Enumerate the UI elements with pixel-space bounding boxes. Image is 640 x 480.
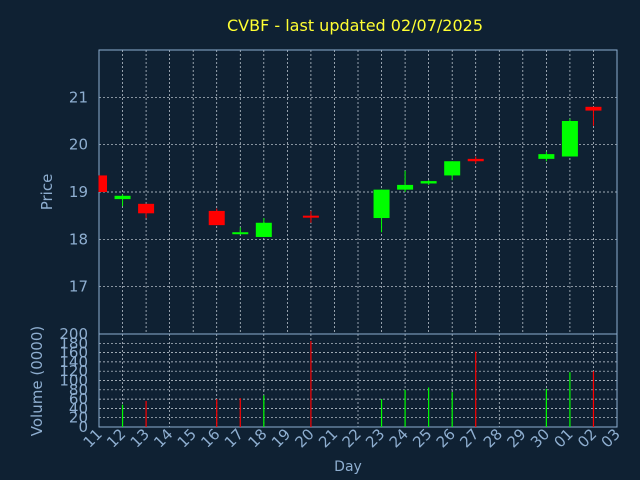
price-axis-label: Price [38, 174, 56, 211]
candle [138, 203, 155, 219]
candle-body [232, 232, 249, 235]
candle [467, 156, 484, 164]
price-tick-label: 18 [69, 230, 88, 248]
candle-body [585, 106, 602, 111]
price-tick-label: 19 [69, 183, 88, 201]
price-tick-label: 20 [69, 136, 88, 154]
candle-body [467, 158, 484, 162]
volume-tick-label: 100 [59, 372, 88, 390]
candle [255, 218, 272, 237]
volume-axis-label: Volume (0000) [28, 326, 46, 436]
price-tick-label: 17 [69, 278, 88, 296]
candle [444, 161, 461, 181]
volume-tick-label: 80 [69, 381, 88, 399]
candle-body [114, 195, 131, 200]
candle-body [420, 181, 437, 184]
candle-body [99, 175, 107, 192]
candle-body [444, 161, 461, 176]
candles [98, 106, 602, 237]
volume-tick-label: 20 [69, 409, 88, 427]
volume-bars [121, 340, 595, 427]
x-axis-ticks: 1112131415161718192021222324252627282930… [80, 425, 624, 451]
volume-tick-label: 160 [59, 344, 88, 362]
candle [208, 208, 225, 226]
candle-body [373, 189, 390, 219]
candle-body [208, 210, 225, 226]
volume-panel-frame [98, 333, 618, 428]
candle [561, 118, 578, 157]
candle [373, 189, 390, 233]
volume-tick-label: 40 [69, 399, 88, 417]
candle-body [561, 121, 578, 157]
volume-tick-label: 200 [59, 325, 88, 343]
candle-body [255, 222, 272, 237]
price-grid [99, 50, 617, 334]
candle [302, 210, 319, 223]
candle [397, 170, 414, 192]
candle [538, 151, 555, 162]
candle [114, 194, 131, 207]
volume-tick-label: 60 [69, 390, 88, 408]
volume-tick-label: 0 [78, 418, 88, 436]
price-axis-ticks: 17 18 19 20 21 [69, 88, 88, 295]
candle-body [397, 184, 414, 190]
candle-body [138, 203, 155, 214]
candle [420, 180, 437, 185]
candle [585, 106, 602, 126]
volume-tick-label: 140 [59, 353, 88, 371]
candle [98, 175, 107, 192]
candle-body [538, 154, 555, 159]
price-tick-label: 21 [69, 88, 88, 106]
candle-body [302, 215, 319, 218]
x-axis-label: Day [334, 459, 362, 475]
candle [232, 227, 249, 235]
chart-title: CVBF - last updated 02/07/2025 [227, 16, 483, 35]
volume-tick-label: 120 [59, 362, 88, 380]
volume-tick-label: 180 [59, 334, 88, 352]
